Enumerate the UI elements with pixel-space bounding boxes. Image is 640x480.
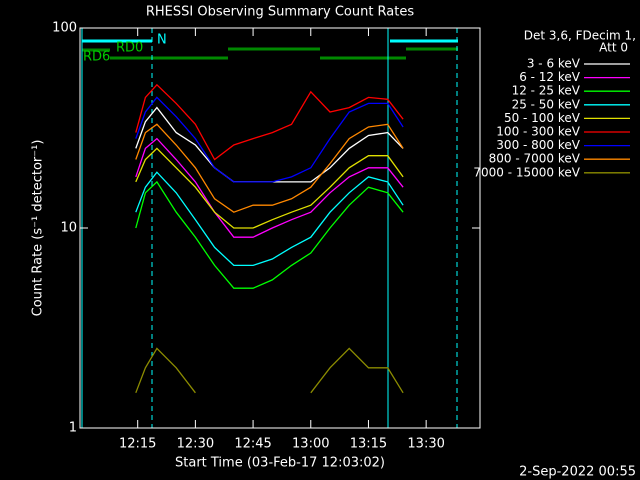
legend-label: 6 - 12 keV <box>519 70 581 84</box>
legend-label: 100 - 300 keV <box>496 125 580 139</box>
footer: 2-Sep-2022 00:55 <box>519 465 636 480</box>
x-tick-label: 12:15 <box>119 437 156 452</box>
night-lines <box>81 28 458 428</box>
x-tick-label: 12:30 <box>177 437 214 452</box>
y-tick-label: 1 <box>69 421 77 436</box>
legend-label: 7000 - 15000 keV <box>473 165 580 179</box>
legend-label: 25 - 50 keV <box>512 97 581 111</box>
series-line <box>135 180 404 289</box>
x-tick-label: 13:15 <box>350 437 387 452</box>
plot-frame <box>79 27 481 429</box>
legend-title: Att 0 <box>599 41 628 55</box>
annotation: RD6 <box>83 50 110 65</box>
x-tick-label: 12:45 <box>234 437 271 452</box>
annotation: N <box>157 33 167 48</box>
legend-label: 12 - 25 keV <box>512 84 581 98</box>
legend-label: 800 - 7000 keV <box>489 152 581 166</box>
x-tick-label: 13:00 <box>292 437 329 452</box>
series-line <box>135 171 404 267</box>
legend-label: 3 - 6 keV <box>527 57 581 71</box>
state-bars <box>82 39 458 60</box>
x-tick-label: 13:30 <box>407 437 444 452</box>
series-line <box>135 347 404 394</box>
y-tick-label: 100 <box>52 21 77 36</box>
y-tick-label: 10 <box>60 221 77 236</box>
series-line <box>135 96 404 183</box>
annotation: RD0 <box>116 41 143 56</box>
series-line <box>135 83 404 161</box>
legend-label: 300 - 800 keV <box>496 138 580 152</box>
series-line <box>135 123 404 213</box>
series-line <box>135 147 404 229</box>
legend-title: Det 3,6, FDecim 1, <box>524 29 636 43</box>
series-line <box>135 137 404 238</box>
x-axis-label: Start Time (03-Feb-17 12:03:02) <box>175 456 385 471</box>
y-axis-label: Count Rate (s⁻¹ detector⁻¹) <box>31 140 46 317</box>
chart-title: RHESSI Observing Summary Count Rates <box>146 5 415 20</box>
legend-label: 50 - 100 keV <box>504 111 581 125</box>
